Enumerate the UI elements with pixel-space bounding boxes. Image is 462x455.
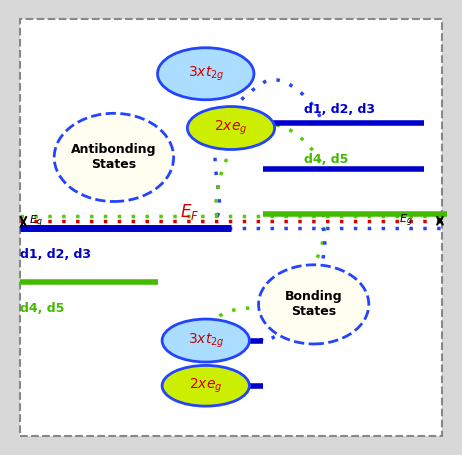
Text: $2xe_{g}$: $2xe_{g}$ <box>189 377 222 395</box>
Text: $3xt_{2g}$: $3xt_{2g}$ <box>188 331 224 350</box>
Ellipse shape <box>188 106 274 150</box>
Ellipse shape <box>162 365 249 406</box>
Text: $E_g$: $E_g$ <box>29 214 43 230</box>
Text: $E_g$: $E_g$ <box>399 212 412 229</box>
Ellipse shape <box>259 265 369 344</box>
Text: $E_F$: $E_F$ <box>180 202 199 222</box>
Text: d1, d2, d3: d1, d2, d3 <box>304 103 376 116</box>
Text: d4, d5: d4, d5 <box>304 153 349 166</box>
Text: Antibonding
States: Antibonding States <box>71 143 157 172</box>
Ellipse shape <box>162 319 249 362</box>
Ellipse shape <box>54 113 174 202</box>
Text: $3xt_{2g}$: $3xt_{2g}$ <box>188 65 224 83</box>
Text: Bonding
States: Bonding States <box>285 290 342 318</box>
Text: d1, d2, d3: d1, d2, d3 <box>20 248 91 261</box>
Ellipse shape <box>158 48 254 100</box>
Text: $2xe_{g}$: $2xe_{g}$ <box>214 119 248 137</box>
FancyBboxPatch shape <box>20 20 442 435</box>
Text: d4, d5: d4, d5 <box>20 302 64 315</box>
